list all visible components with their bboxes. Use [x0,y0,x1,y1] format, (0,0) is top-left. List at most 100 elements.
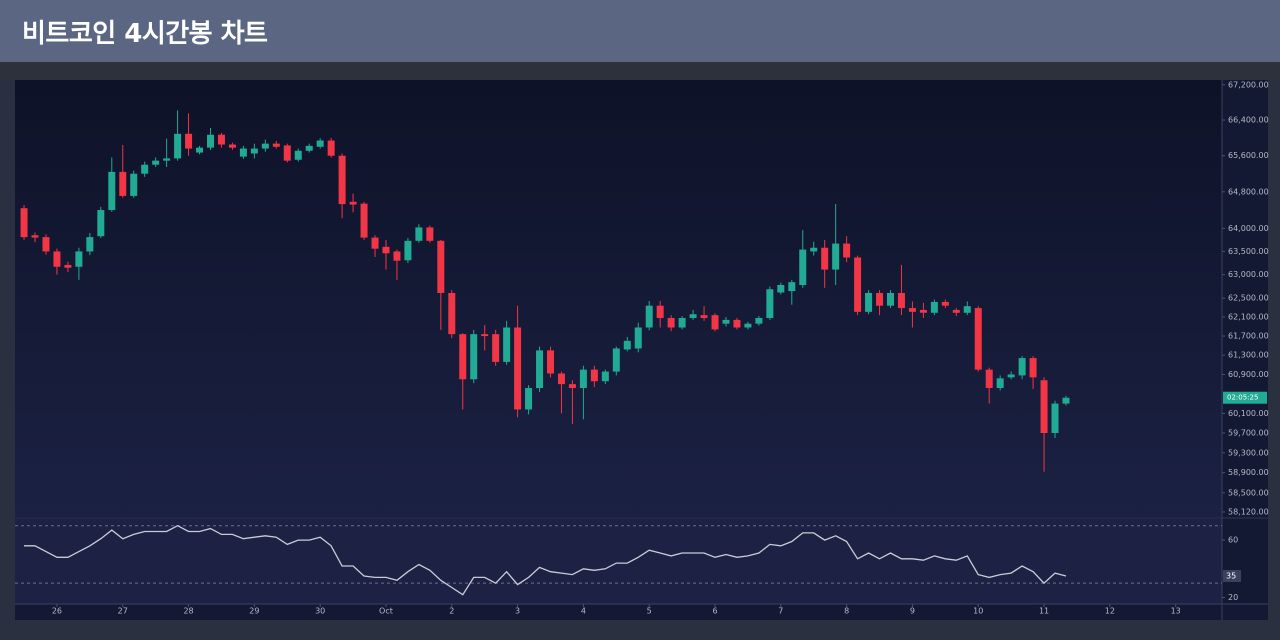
candle-body [568,384,576,389]
candle-body [919,309,927,313]
rsi-value-label: 35 [1226,572,1236,581]
candle-body [42,237,50,252]
candle-body [876,292,884,306]
x-tick-label: 13 [1171,607,1181,616]
candle-body [788,282,796,292]
candle-body [1029,358,1037,378]
y-tick-label: 64,000.00 [1228,224,1269,233]
candle-body [547,350,554,374]
y-tick-label: 62,500.00 [1228,294,1269,303]
candle-body [536,350,544,389]
candle-body [1007,374,1015,378]
candle-body [174,133,182,159]
candle-body [645,305,653,328]
x-tick-label: Oct [379,607,393,616]
candle-body [963,306,971,313]
x-tick-label: 9 [910,607,915,616]
candle-body [239,148,247,157]
candle-body [141,164,149,174]
candle-body [514,327,522,410]
candle-body [393,251,401,261]
candle-body [832,243,840,270]
candle-body [952,309,960,313]
candle-body [678,317,686,328]
candle-body [744,323,752,328]
x-tick-label: 26 [52,607,62,616]
y-tick-label: 66,400.00 [1228,116,1269,125]
candle-body [119,171,127,196]
x-tick-label: 3 [515,607,520,616]
y-tick-label: 67,200.00 [1228,80,1269,89]
x-tick-label: 5 [647,607,652,616]
candle-body [371,237,379,249]
candle-body [689,314,697,318]
candle-body [843,243,851,258]
x-tick-label: 10 [973,607,983,616]
candle-body [437,240,445,293]
y-tick-label: 64,800.00 [1228,187,1269,196]
candle-body [897,292,905,309]
candle-body [612,348,620,372]
y-tick-label: 60,100.00 [1228,409,1269,418]
countdown-box [1223,391,1267,404]
candle-body [250,148,258,154]
candle-body [152,160,160,165]
candle-body [821,247,829,270]
x-tick-label: 30 [315,607,325,616]
y-tick-label: 63,500.00 [1228,247,1269,256]
candle-body [283,145,291,161]
toolbar-strip [0,62,1280,80]
candle-body [656,305,664,318]
candle-body [426,227,434,241]
y-tick-label: 59,300.00 [1228,448,1269,457]
candle-body [941,301,949,306]
price-pane [15,80,1222,517]
candle-body [996,378,1004,389]
y-tick-label: 65,600.00 [1228,151,1269,160]
candle-body [492,334,500,362]
candle-body [601,371,609,382]
candle-body [865,292,873,312]
rsi-line [24,524,1067,596]
y-tick-label: 62,100.00 [1228,313,1269,322]
candle-body [20,208,28,238]
y-tick-label: 59,700.00 [1228,429,1269,438]
candle-body [185,133,193,149]
candle-body [404,240,412,261]
x-tick-label: 4 [581,607,586,616]
candle-body [810,247,818,252]
x-tick-label: 27 [118,607,128,616]
candle-body [31,235,39,238]
candle-body [53,251,61,267]
candle-body [525,388,533,410]
candle-body [854,257,862,312]
candle-body [722,319,730,324]
y-tick-label: 60 [1228,536,1238,545]
candle-body [338,155,346,205]
rsi-value-box [1223,570,1241,583]
x-tick-label: 6 [712,607,717,616]
x-tick-label: 12 [1105,607,1115,616]
y-tick-label: 63,000.00 [1228,270,1269,279]
candle-body [974,308,982,370]
candle-body [130,173,138,196]
candle-body [163,158,171,161]
candle-body [207,134,214,148]
candle-body [733,319,741,328]
candle-body [382,246,390,254]
x-tick-label: 29 [249,607,259,616]
candle-body [766,289,774,318]
candle-body [294,150,302,160]
y-tick-label: 60,900.00 [1228,370,1269,379]
x-tick-label: 11 [1039,607,1049,616]
candle-body [97,210,105,237]
candle-body [503,327,511,362]
x-tick-label: 8 [844,607,849,616]
candle-body [261,143,269,149]
candle-body [777,284,785,293]
y-tick-label: 61,700.00 [1228,332,1269,341]
candle-body [1051,403,1059,434]
candle-body [305,145,313,151]
